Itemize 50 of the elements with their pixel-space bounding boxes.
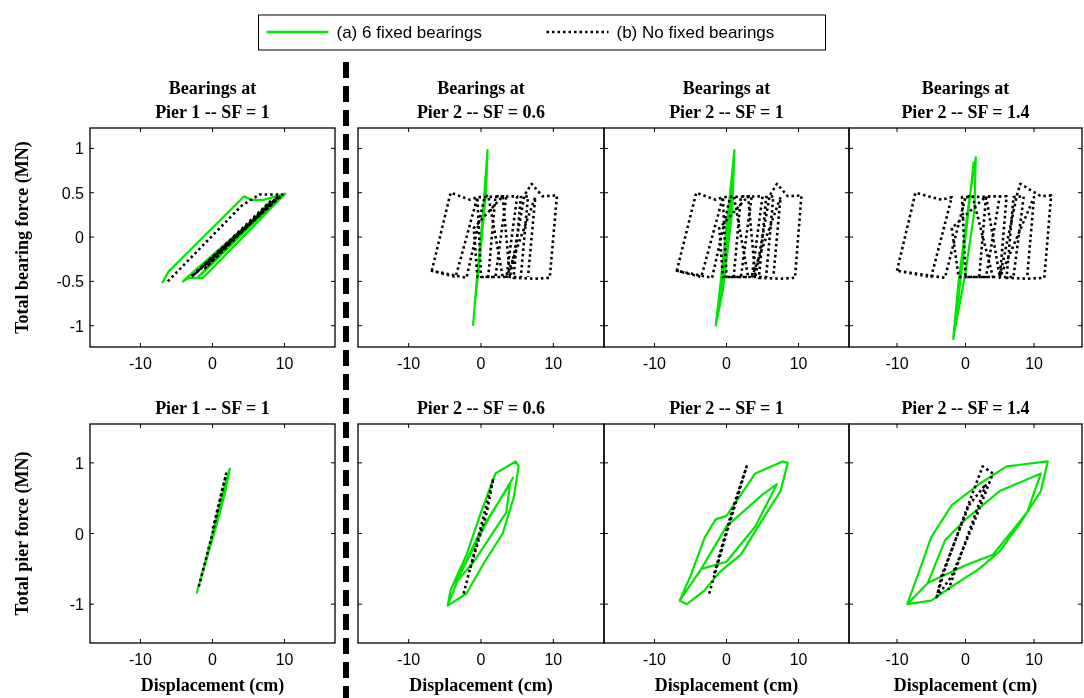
x-axis-title: Displacement (cm) <box>654 675 799 696</box>
y-tick-label: 1 <box>75 140 85 158</box>
chart-title: Pier 2 -- SF = 1 <box>669 398 784 418</box>
y-tick-label: 0.5 <box>61 184 85 202</box>
x-axis-title: Displacement (cm) <box>893 675 1038 696</box>
x-tick-label: 0 <box>208 355 218 372</box>
line-series <box>195 467 231 595</box>
x-tick-label: 10 <box>544 355 563 372</box>
x-tick-label: -10 <box>128 651 153 668</box>
x-tick-label: 10 <box>789 355 808 372</box>
x-tick-label: -10 <box>642 355 667 372</box>
x-tick-label: 0 <box>208 651 218 668</box>
chart-title: Pier 2 -- SF = 1.4 <box>901 398 1030 418</box>
y-axis-title: Total pier force (MN) <box>12 451 33 616</box>
y-tick-label: -0.5 <box>56 273 85 291</box>
x-tick-label: 10 <box>275 355 294 372</box>
chart-title: Bearings at Pier 2 -- SF = 1 <box>669 78 784 122</box>
x-tick-label: 10 <box>1025 651 1044 668</box>
y-tick-label: -1 <box>69 317 85 335</box>
chart-title: Pier 2 -- SF = 0.6 <box>416 398 546 418</box>
x-tick-label: 10 <box>275 651 294 668</box>
x-tick-label: 0 <box>476 355 486 372</box>
x-tick-label: 10 <box>789 651 808 668</box>
x-tick-label: -10 <box>128 355 153 372</box>
x-axis-title: Displacement (cm) <box>409 675 553 696</box>
legend-label: (a) 6 fixed bearings <box>336 23 483 42</box>
x-tick-label: 10 <box>544 651 563 668</box>
y-tick-label: -1 <box>69 596 85 614</box>
y-tick-label: 0 <box>75 229 85 247</box>
x-axis-title: Displacement (cm) <box>140 675 285 696</box>
y-axis-title: Total bearing force (MN) <box>12 141 33 334</box>
legend-label: (b) No fixed bearings <box>616 23 775 42</box>
x-tick-label: 0 <box>961 355 971 372</box>
x-tick-label: -10 <box>397 355 421 372</box>
chart-title: Bearings at Pier 2 -- SF = 0.6 <box>416 78 546 122</box>
x-tick-label: 0 <box>476 651 486 668</box>
x-tick-label: 0 <box>961 651 971 668</box>
x-tick-label: -10 <box>885 651 909 668</box>
chart-title: Bearings at Pier 1 -- SF = 1 <box>155 78 270 122</box>
chart-title: Bearings at Pier 2 -- SF = 1.4 <box>901 78 1030 122</box>
x-tick-label: 10 <box>1025 355 1044 372</box>
x-tick-label: 0 <box>722 355 732 372</box>
x-tick-label: -10 <box>885 355 909 372</box>
y-tick-label: 0 <box>75 525 85 543</box>
x-tick-label: -10 <box>642 651 667 668</box>
x-tick-label: 0 <box>722 651 732 668</box>
chart-title: Pier 1 -- SF = 1 <box>155 398 270 418</box>
x-tick-label: -10 <box>397 651 421 668</box>
line-series <box>197 472 228 588</box>
y-tick-label: 1 <box>75 454 85 472</box>
